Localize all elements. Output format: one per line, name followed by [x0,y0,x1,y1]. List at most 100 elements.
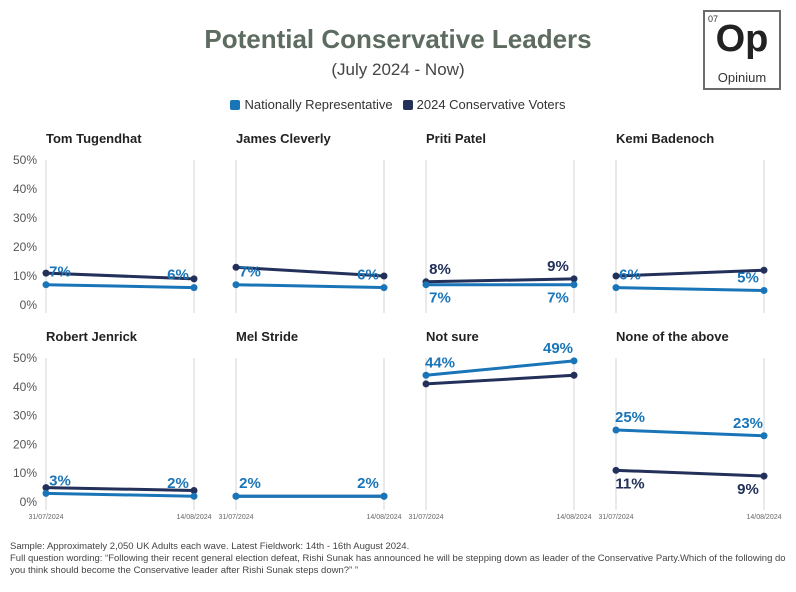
data-label-nat-start-james-cleverly: 7% [239,264,261,281]
data-label-nat-start-robert-jenrick: 3% [49,472,71,489]
data-point-nat-start-kemi-badenoch [612,284,620,292]
data-label-nat-end-james-cleverly: 6% [357,267,379,284]
data-point-con-end-tom-tugendhat [190,275,198,283]
data-point-nat-end-robert-jenrick [190,492,198,500]
series-line-con-none-of-the-above [614,468,766,478]
data-point-nat-start-priti-patel [422,281,430,289]
data-point-con-start-none-of-the-above [612,466,620,474]
series-line-nat-tom-tugendhat [44,283,196,290]
data-point-nat-start-robert-jenrick [42,489,50,497]
series-line-con-kemi-badenoch [614,268,766,278]
y-tick-label-row2: 40% [13,380,37,394]
y-tick-label-row2: 30% [13,409,37,423]
y-tick-label-row1: 10% [13,269,37,283]
data-label-nat-start-priti-patel: 7% [429,290,451,307]
y-tick-label-row1: 30% [13,211,37,225]
chart-subtitle: (July 2024 - Now) [331,60,465,79]
legend-label-con: 2024 Conservative Voters [416,97,566,112]
data-label-con-end-none-of-the-above: 9% [737,481,759,498]
y-tick-label-row1: 40% [13,182,37,196]
data-label-nat-start-tom-tugendhat: 7% [49,264,71,281]
data-label-nat-end-none-of-the-above: 23% [733,415,763,432]
data-point-nat-start-tom-tugendhat [42,281,50,289]
footer-notes: Sample: Approximately 2,050 UK Adults ea… [10,541,786,577]
data-label-nat-end-mel-stride: 2% [357,475,379,492]
y-tick-label-row1: 0% [20,298,38,312]
data-point-con-end-kemi-badenoch [760,266,768,274]
data-point-nat-end-tom-tugendhat [190,284,198,292]
x-tick-label-start-robert-jenrick: 31/07/2024 [28,514,63,521]
y-tick-label-row2: 10% [13,466,37,480]
x-tick-label-end-robert-jenrick: 14/08/2024 [176,514,211,521]
footer-wording: Full question wording: “Following their … [10,553,786,576]
y-tick-label-row2: 0% [20,495,38,509]
panel-title-kemi-badenoch: Kemi Badenoch [616,131,714,146]
data-point-nat-end-priti-patel [570,281,578,289]
x-tick-label-end-not-sure: 14/08/2024 [556,514,591,521]
data-point-con-end-robert-jenrick [190,486,198,494]
data-label-nat-start-none-of-the-above: 25% [615,409,645,426]
x-tick-label-start-none-of-the-above: 31/07/2024 [598,514,633,521]
data-point-nat-end-mel-stride [380,492,388,500]
legend-label-nat: Nationally Representative [244,97,393,112]
y-tick-label-row2: 20% [13,437,37,451]
data-point-nat-start-none-of-the-above [612,426,620,434]
panel-title-not-sure: Not sure [426,329,479,344]
data-point-nat-end-james-cleverly [380,284,388,292]
logo-name: Opinium [717,70,767,85]
data-label-nat-end-priti-patel: 7% [547,290,569,307]
chart-title: Potential Conservative Leaders [204,24,592,54]
x-tick-label-start-mel-stride: 31/07/2024 [218,514,253,521]
series-line-nat-kemi-badenoch [614,286,766,292]
data-point-con-start-not-sure [422,380,430,388]
y-tick-label-row1: 20% [13,240,37,254]
series-line-con-priti-patel [424,277,576,284]
data-point-con-start-james-cleverly [232,263,240,271]
legend-item-conservative-voters: 2024 Conservative Voters [402,97,566,112]
data-point-nat-end-none-of-the-above [760,432,768,440]
panel-title-priti-patel: Priti Patel [426,131,486,146]
data-point-nat-start-not-sure [422,371,430,379]
data-label-con-start-priti-patel: 8% [429,261,451,278]
data-label-nat-end-kemi-badenoch: 5% [737,270,759,287]
data-label-nat-start-kemi-badenoch: 6% [619,267,641,284]
data-point-con-end-none-of-the-above [760,472,768,480]
series-line-nat-not-sure [424,359,576,377]
data-point-con-end-priti-patel [570,275,578,283]
data-label-nat-end-robert-jenrick: 2% [167,475,189,492]
data-label-con-end-priti-patel: 9% [547,258,569,275]
series-line-nat-none-of-the-above [614,428,766,438]
y-tick-label-row1: 50% [13,153,37,167]
panel-title-robert-jenrick: Robert Jenrick [46,329,138,344]
logo-number: 07 [708,14,719,24]
data-point-con-end-not-sure [570,371,578,379]
x-tick-label-start-not-sure: 31/07/2024 [408,514,443,521]
series-line-con-tom-tugendhat [44,271,196,281]
data-point-nat-end-not-sure [570,357,578,365]
data-point-con-end-james-cleverly [380,272,388,280]
legend-swatch-con [402,99,413,110]
data-label-nat-start-not-sure: 44% [425,354,455,371]
series-line-con-james-cleverly [234,265,386,278]
data-point-nat-start-mel-stride [232,492,240,500]
logo-symbol: Op [715,18,769,60]
legend-item-nationally-representative: Nationally Representative [230,97,393,112]
panel-title-none-of-the-above: None of the above [616,329,729,344]
data-point-con-start-tom-tugendhat [42,269,50,277]
y-tick-label-row2: 50% [13,351,37,365]
panel-title-tom-tugendhat: Tom Tugendhat [46,131,142,146]
legend: Nationally Representative 2024 Conservat… [0,97,796,112]
data-point-con-start-robert-jenrick [42,484,50,492]
data-label-nat-end-tom-tugendhat: 6% [167,267,189,284]
data-point-nat-start-james-cleverly [232,281,240,289]
data-point-nat-end-kemi-badenoch [760,287,768,294]
data-label-con-start-none-of-the-above: 11% [615,475,644,492]
legend-swatch-nat [230,99,241,110]
opinium-logo: 07 Op Opinium [703,10,781,90]
panel-title-james-cleverly: James Cleverly [236,131,331,146]
series-line-con-robert-jenrick [44,486,196,492]
data-label-nat-end-not-sure: 49% [543,340,573,357]
data-label-nat-start-mel-stride: 2% [239,475,261,492]
x-tick-label-end-mel-stride: 14/08/2024 [366,514,401,521]
